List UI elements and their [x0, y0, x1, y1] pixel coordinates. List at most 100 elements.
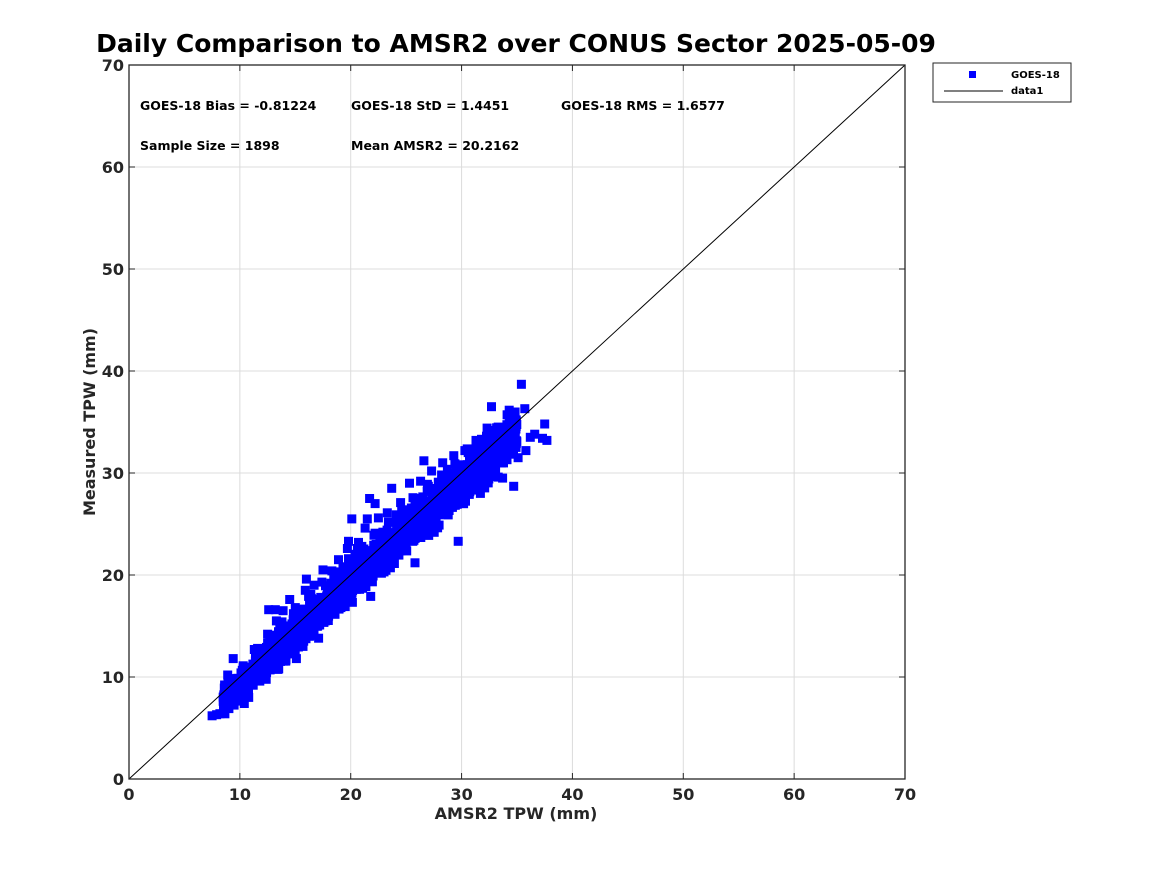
- scatter-point: [239, 699, 249, 708]
- x-tick-label: 70: [894, 785, 916, 804]
- scatter-point: [246, 672, 256, 682]
- scatter-point: [366, 591, 376, 601]
- scatter-point: [237, 681, 247, 691]
- scatter-point: [307, 624, 317, 634]
- scatter-point: [243, 663, 253, 673]
- scatter-point: [433, 523, 443, 533]
- scatter-point: [475, 488, 485, 498]
- scatter-point: [443, 476, 453, 486]
- scatter-point: [331, 576, 341, 586]
- scatter-point: [416, 476, 426, 486]
- scatter-point: [236, 668, 246, 678]
- x-tick-labels: 0 10 20 30 40 50 60 70: [123, 785, 916, 804]
- x-tick-label: 20: [340, 785, 362, 804]
- x-tick-label: 60: [783, 785, 805, 804]
- scatter-point: [276, 635, 286, 645]
- scatter-point: [224, 689, 233, 699]
- scatter-point: [419, 513, 429, 523]
- scatter-point: [357, 541, 367, 551]
- scatter-point: [386, 535, 396, 545]
- scatter-point: [277, 617, 287, 627]
- scatter-point: [410, 505, 420, 515]
- scatter-point: [320, 616, 330, 626]
- scatter-point: [513, 453, 523, 463]
- scatter-point: [399, 522, 409, 532]
- scatter-point: [381, 559, 391, 569]
- scatter-point: [437, 470, 447, 480]
- scatter-point: [396, 498, 406, 508]
- scatter-point: [362, 514, 372, 524]
- scatter-point: [257, 657, 267, 667]
- y-tick-labels: 0 10 20 30 40 50 60 70: [102, 56, 124, 789]
- scatter-point: [456, 462, 465, 472]
- legend-label-goes18: GOES-18: [1011, 70, 1060, 81]
- scatter-point: [452, 478, 462, 488]
- y-tick-label: 20: [102, 566, 124, 585]
- scatter-point: [471, 435, 481, 445]
- scatter-point: [412, 528, 422, 538]
- scatter-point: [270, 605, 280, 615]
- scatter-point: [365, 494, 375, 503]
- scatter-point: [391, 517, 401, 527]
- scatter-point: [474, 476, 484, 486]
- scatter-point: [244, 692, 254, 702]
- scatter-point: [350, 549, 360, 559]
- scatter-point: [484, 474, 494, 484]
- scatter-point: [290, 603, 300, 613]
- scatter-point: [273, 656, 282, 666]
- scatter-point: [379, 567, 389, 577]
- x-tick-label: 40: [561, 785, 583, 804]
- scatter-point: [341, 597, 351, 606]
- scatter-point: [287, 639, 297, 649]
- scatter-point: [229, 675, 239, 685]
- scatter-point: [410, 558, 420, 568]
- scatter-point: [330, 567, 340, 577]
- scatter-point: [367, 552, 377, 562]
- y-tick-label: 40: [102, 362, 124, 381]
- scatter-point: [431, 517, 441, 527]
- scatter-point: [505, 411, 515, 421]
- scatter-point: [460, 478, 470, 487]
- scatter-point: [288, 609, 298, 619]
- scatter-point: [266, 641, 276, 651]
- scatter-point: [301, 574, 311, 584]
- scatter-point: [299, 633, 309, 643]
- scatter-point: [364, 564, 374, 574]
- scatter-point: [233, 693, 243, 703]
- scatter-point: [293, 617, 302, 627]
- scatter-point: [264, 605, 274, 615]
- scatter-point: [401, 529, 411, 539]
- scatter-point: [252, 654, 261, 664]
- scatter-point: [355, 584, 365, 594]
- scatter-point: [285, 595, 295, 604]
- scatter-point: [447, 493, 457, 502]
- scatter-point: [410, 495, 420, 504]
- scatter-point: [307, 630, 317, 640]
- legend: GOES-18 data1: [932, 62, 1072, 103]
- scatter-point: [228, 654, 238, 664]
- scatter-point: [449, 451, 459, 461]
- std-annotation: GOES-18 StD = 1.4451: [351, 98, 509, 113]
- scatter-point: [400, 535, 410, 545]
- scatter-point: [334, 555, 343, 565]
- scatter-point: [356, 570, 366, 580]
- scatter-point: [311, 608, 321, 618]
- scatter-point: [347, 514, 357, 524]
- scatter-point: [387, 483, 397, 493]
- scatter-point: [489, 436, 499, 446]
- scatter-point: [308, 602, 318, 612]
- scatter-point: [462, 472, 472, 482]
- scatter-point: [334, 604, 344, 614]
- scatter-point: [226, 697, 236, 706]
- y-tick-label: 60: [102, 158, 124, 177]
- scatter-point: [336, 588, 346, 598]
- scatter-point: [408, 523, 418, 533]
- scatter-point: [477, 434, 486, 444]
- scatter-point: [408, 536, 418, 546]
- scatter-point: [444, 468, 454, 478]
- scatter-point: [269, 649, 279, 658]
- scatter-point: [463, 448, 473, 458]
- scatter-point: [329, 595, 339, 604]
- scatter-point: [340, 602, 350, 612]
- scatter-point: [249, 645, 259, 654]
